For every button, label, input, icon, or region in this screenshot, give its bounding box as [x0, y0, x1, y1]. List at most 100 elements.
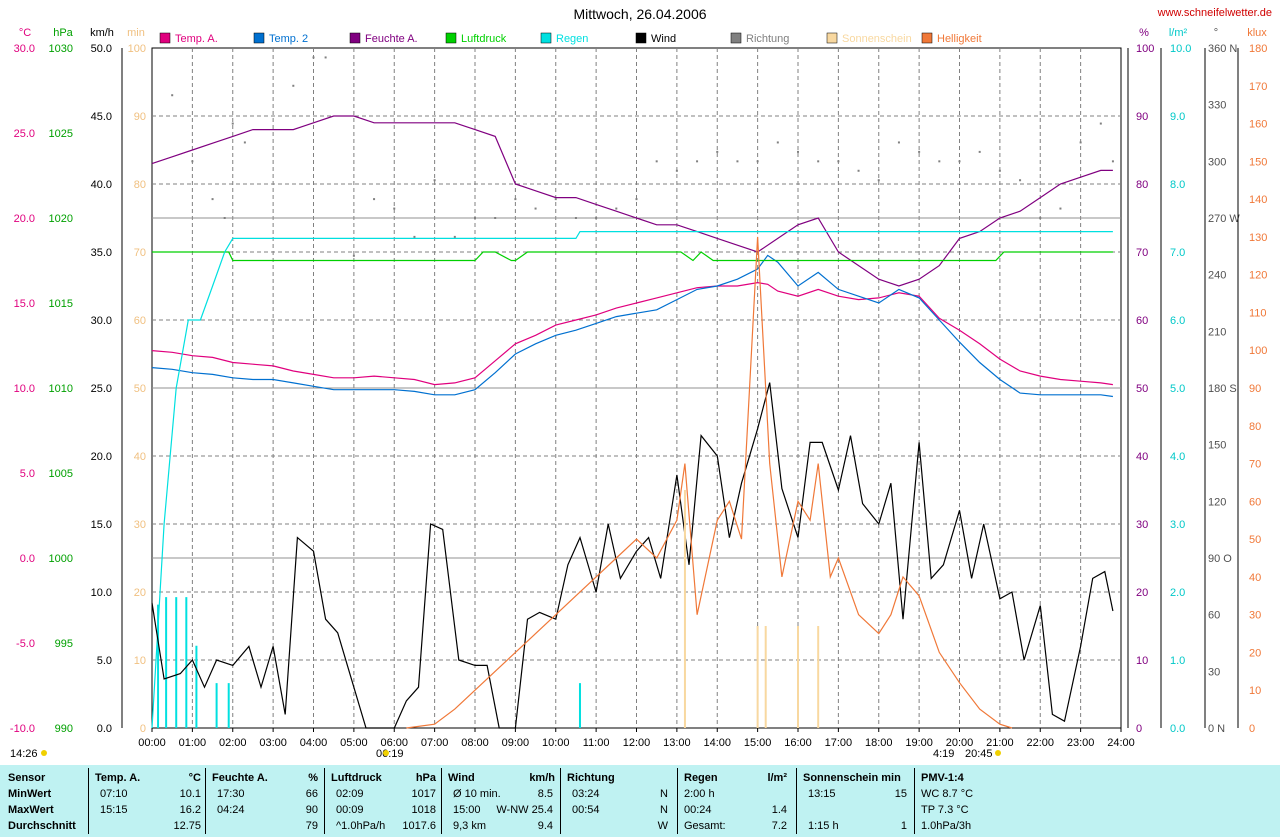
stats-cell: 00:54 — [572, 804, 600, 816]
legend-label: Temp. A. — [175, 33, 218, 45]
stats-column-divider — [205, 768, 206, 834]
statistics-table: Sensor Temp. A. °C Feuchte A.% Luftdruck hPa W… — [0, 765, 1280, 837]
humidity-axis-tick-label: 40 — [1136, 451, 1148, 463]
brightness-axis-tick-label: 100 — [1249, 345, 1267, 357]
direction-axis-tick-label: 150 — [1208, 440, 1226, 452]
direction-point — [716, 150, 719, 153]
humidity-axis-tick-label: 30 — [1136, 519, 1148, 531]
speed-axis-tick-label: 35.0 — [91, 247, 112, 259]
minutes-axis-unit: min — [127, 27, 145, 39]
direction-point — [978, 150, 981, 153]
stats-cell: 02:09 — [336, 788, 364, 800]
stats-cell: 17:30 — [217, 788, 245, 800]
stats-cell — [727, 786, 787, 802]
brightness-axis-tick-label: 150 — [1249, 156, 1267, 168]
humidity-axis-tick-label: 90 — [1136, 111, 1148, 123]
minutes-axis-tick-label: 40 — [134, 451, 146, 463]
direction-point — [696, 160, 699, 163]
direction-axis-tick-label: 0 N — [1208, 723, 1225, 735]
stats-cell: W — [657, 820, 668, 832]
stats-cell: 1 — [900, 820, 907, 832]
rain-axis-tick-label: 4.0 — [1170, 451, 1185, 463]
stats-header-unit: l/m² — [767, 772, 787, 784]
time-tick-label: 06:00 — [380, 737, 408, 749]
stats-cell: 00:09 — [336, 804, 364, 816]
stats-cell: WC 8.7 °C — [921, 788, 974, 800]
temp-axis-tick-label: 5.0 — [20, 468, 35, 480]
time-tick-label: 24:00 — [1107, 737, 1135, 749]
stats-cell: 13:15 — [808, 788, 836, 800]
brightness-axis-tick-label: 0 — [1249, 723, 1255, 735]
time-tick-label: 15:00 — [744, 737, 772, 749]
stats-header-unit: km/h — [529, 772, 555, 784]
speed-axis-tick-label: 50.0 — [91, 43, 112, 55]
direction-point — [877, 179, 880, 182]
direction-point — [655, 160, 658, 163]
stats-header: Luftdruck — [331, 772, 382, 784]
direction-point — [938, 160, 941, 163]
time-tick-label: 20:00 — [946, 737, 974, 749]
time-tick-label: 19:00 — [905, 737, 933, 749]
direction-point — [1099, 122, 1102, 125]
legend-swatch — [540, 32, 552, 44]
brightness-axis-tick-label: 160 — [1249, 119, 1267, 131]
stats-cell: 15:00 — [453, 804, 481, 816]
time-tick-label: 08:00 — [461, 737, 489, 749]
time-tick-label: 07:00 — [421, 737, 449, 749]
stats-cell: 1018 — [411, 804, 436, 816]
legend-label: Helligkeit — [937, 33, 982, 45]
direction-point — [494, 217, 497, 219]
stats-cell: Gesamt: — [684, 820, 726, 832]
stats-cell: 1.0hPa/3h — [921, 820, 972, 832]
time-tick-label: 00:00 — [138, 737, 166, 749]
stats-cell: Ø 10 min. — [453, 788, 501, 800]
sunset-icon — [995, 750, 1001, 756]
site-url[interactable]: www.schneifelwetter.de — [1157, 7, 1272, 19]
sun-icon — [41, 750, 47, 756]
moon-time: 4:19 — [933, 748, 954, 760]
pressure-axis-tick-label: 1030 — [49, 43, 73, 55]
legend-swatch — [349, 32, 361, 44]
direction-point — [554, 198, 557, 201]
sunrise-time: 06:19 — [376, 748, 404, 760]
stats-row: MaxWert 15:15 16.2 04:24 90 00:09 1018 15:00 W-N… — [0, 802, 1280, 818]
stats-cell: 8.5 — [537, 788, 553, 800]
series-temp-2-line — [151, 254, 1113, 398]
stats-cell: 2:00 h — [684, 788, 715, 800]
weather-chart: °C 30.0 25.0 20.0 15.0 10.0 5.0 0.0 -5.0 -10.0 hPa… — [10, 6, 1272, 760]
rain-axis-tick-label: 0.0 — [1170, 723, 1185, 735]
legend-label: Sonnenschein — [842, 33, 912, 45]
direction-point — [918, 150, 921, 153]
minutes-axis-tick-label: 70 — [134, 247, 146, 259]
brightness-axis-tick-label: 130 — [1249, 232, 1267, 244]
chart-grid — [151, 47, 1122, 729]
sun-extra-left: 14:26 — [10, 748, 38, 760]
brightness-axis-tick-label: 170 — [1249, 81, 1267, 93]
direction-axis-tick-label: 210 — [1208, 326, 1226, 338]
minutes-axis-tick-label: 10 — [134, 655, 146, 667]
temp-axis-unit: °C — [19, 27, 31, 39]
direction-point — [595, 217, 598, 219]
direction-point — [675, 169, 678, 172]
stats-row-label: Durchschnitt — [8, 820, 76, 832]
stats-cell: 03:24 — [572, 788, 600, 800]
speed-axis-tick-label: 40.0 — [91, 179, 112, 191]
series-temp-a--line — [151, 281, 1113, 386]
time-tick-label: 12:00 — [623, 737, 651, 749]
direction-axis-unit: ° — [1214, 27, 1218, 39]
pressure-axis-tick-label: 995 — [55, 638, 73, 650]
direction-point — [191, 160, 194, 163]
speed-axis-tick-label: 25.0 — [91, 383, 112, 395]
direction-axis-tick-label: 180 S — [1208, 383, 1237, 395]
direction-point — [211, 198, 214, 201]
direction-axis-tick-label: 120 — [1208, 496, 1226, 508]
stats-column-divider — [796, 768, 797, 834]
minutes-axis-tick-label: 20 — [134, 587, 146, 599]
brightness-axis-tick-label: 110 — [1249, 307, 1267, 319]
rain-axis-tick-label: 10.0 — [1170, 43, 1191, 55]
direction-point — [312, 56, 315, 59]
rain-axis-tick-label: 5.0 — [1170, 383, 1185, 395]
minutes-axis-tick-label: 60 — [134, 315, 146, 327]
direction-point — [292, 84, 295, 87]
stats-row-label: MinWert — [8, 788, 52, 800]
